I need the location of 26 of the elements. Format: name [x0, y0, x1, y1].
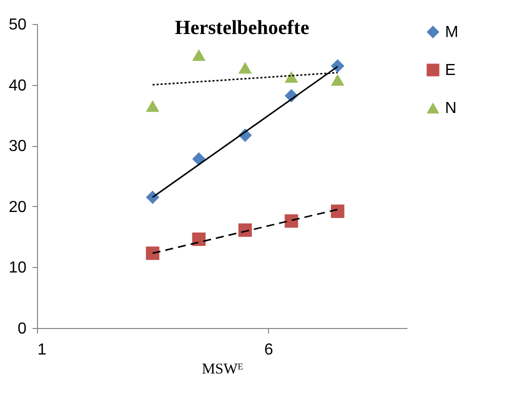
point [330, 204, 344, 218]
legend-label: N [445, 100, 457, 117]
y-tick-label: 40 [8, 77, 27, 94]
legend-label: E [445, 62, 456, 79]
x-axis-title: MSWᴱ [202, 362, 244, 378]
point [146, 100, 160, 112]
y-tick-label: 30 [8, 138, 27, 156]
point [330, 74, 344, 86]
point [146, 190, 160, 204]
point [330, 59, 344, 73]
point [192, 152, 206, 166]
point [284, 214, 298, 228]
y-tick-label: 20 [8, 198, 27, 216]
legend-label: M [445, 24, 458, 41]
y-tick-label: 0 [18, 320, 27, 338]
point [146, 246, 160, 260]
x-tick-label: 1 [38, 342, 46, 358]
point [238, 223, 252, 237]
y-tick-label: 50 [8, 16, 27, 34]
x-tick-label: 6 [264, 342, 274, 358]
point [238, 62, 252, 74]
point [284, 71, 298, 83]
y-tick-label: 10 [8, 260, 27, 277]
point [192, 232, 206, 246]
point [192, 49, 206, 61]
chart-title: Herstelbehoefte [174, 17, 310, 39]
